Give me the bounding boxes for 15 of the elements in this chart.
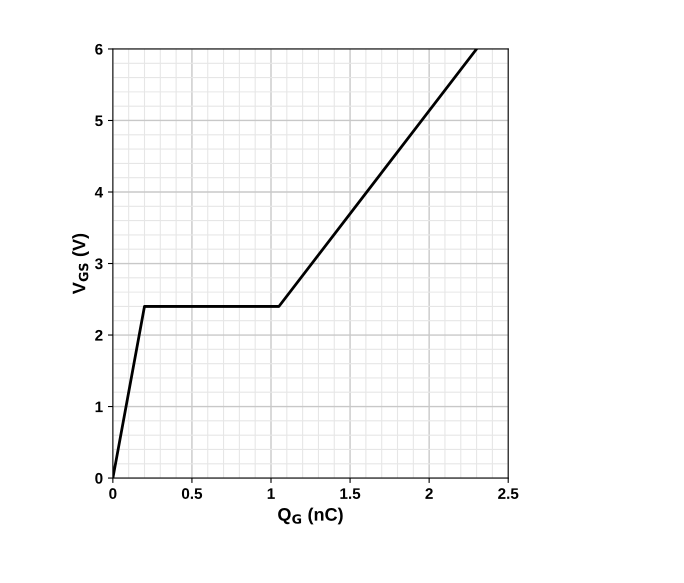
y-tick-label: 6 [95,44,103,55]
x-tick-label: 2 [425,488,433,499]
x-axis-title: Q$_{G}$ (nC) [278,508,343,524]
x-tick-label: 0.5 [182,488,202,500]
y-tick-label: 0 [95,472,103,484]
y-tick-label: 1 [96,402,103,412]
x-tick-label: 2.5 [498,488,518,500]
y-tick-label: 4 [94,187,104,198]
y-tick-label: 3 [94,258,103,270]
x-tick-label: 0 [109,488,116,500]
y-tick-label: 5 [95,116,103,126]
y-tick-label: 2 [95,330,103,341]
x-tick-label: 1 [268,488,275,499]
x-tick-label: 1.5 [340,488,360,500]
y-axis-title: V$_{GS}$ (V) [72,234,89,294]
